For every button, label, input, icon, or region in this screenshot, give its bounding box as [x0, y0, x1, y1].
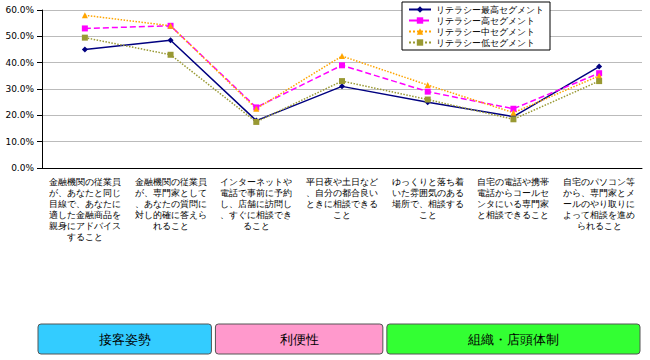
svg-text:60.0%: 60.0%: [5, 5, 34, 15]
svg-text:0.0%: 0.0%: [11, 163, 34, 173]
svg-text:ールのやり取りに: ールのやり取りに: [563, 199, 635, 209]
svg-text:、あなたの質問に: 、あなたの質問に: [135, 199, 207, 209]
svg-text:金融機関の従業員: 金融機関の従業員: [49, 177, 121, 187]
svg-text:親身にアドバイス: 親身にアドバイス: [49, 221, 121, 231]
svg-text:ゆっくりと落ち着: ゆっくりと落ち着: [392, 177, 464, 187]
svg-text:と相談できること: と相談できること: [477, 210, 549, 220]
svg-text:られること: られること: [577, 221, 622, 231]
svg-text:目線で、あなたに: 目線で、あなたに: [49, 199, 121, 209]
svg-text:れること: れること: [153, 221, 189, 231]
svg-text:リテラシー低セグメント: リテラシー低セグメント: [436, 38, 535, 48]
svg-text:ること: ること: [243, 221, 270, 231]
svg-text:自宅のパソコン等: 自宅のパソコン等: [563, 177, 635, 187]
svg-text:し、店舗に訪問し: し、店舗に訪問し: [220, 199, 292, 209]
svg-text:平日夜や土日など: 平日夜や土日など: [306, 177, 378, 187]
svg-text:組織・店頭体制: 組織・店頭体制: [467, 332, 559, 347]
svg-text:、自分の都合良い: 、自分の都合良い: [306, 188, 378, 198]
svg-text:が、専門家として: が、専門家として: [135, 188, 207, 198]
svg-text:10.0%: 10.0%: [5, 137, 34, 147]
svg-text:電話からコールセ: 電話からコールセ: [477, 188, 549, 198]
svg-text:対し的確に答えら: 対し的確に答えら: [135, 210, 207, 220]
svg-text:ンタにいる専門家: ンタにいる専門家: [477, 199, 549, 209]
svg-text:適した金融商品を: 適した金融商品を: [49, 210, 121, 220]
svg-text:30.0%: 30.0%: [5, 84, 34, 94]
svg-text:自宅の電話や携帯: 自宅の電話や携帯: [477, 177, 549, 187]
svg-text:が、あなたと同じ: が、あなたと同じ: [49, 188, 121, 198]
svg-text:すること: すること: [67, 232, 103, 242]
svg-text:いた雰囲気のある: いた雰囲気のある: [392, 188, 464, 198]
svg-text:こと: こと: [419, 210, 437, 220]
svg-text:接客姿勢: 接客姿勢: [99, 332, 151, 347]
svg-text:リテラシー中セグメント: リテラシー中セグメント: [436, 27, 535, 37]
svg-text:リテラシー高セグメント: リテラシー高セグメント: [436, 16, 535, 26]
svg-text:インターネットや: インターネットや: [220, 177, 292, 187]
svg-text:金融機関の従業員: 金融機関の従業員: [135, 177, 207, 187]
svg-text:利便性: 利便性: [280, 332, 319, 347]
svg-text:40.0%: 40.0%: [5, 58, 34, 68]
svg-text:50.0%: 50.0%: [5, 31, 34, 41]
svg-text:、すぐに相談でき: 、すぐに相談でき: [220, 210, 292, 220]
svg-text:電話で事前に予約: 電話で事前に予約: [220, 188, 292, 198]
svg-text:リテラシー最高セグメント: リテラシー最高セグメント: [436, 5, 544, 15]
svg-text:から、専門家とメ: から、専門家とメ: [563, 188, 635, 198]
svg-text:場所で、相談する: 場所で、相談する: [391, 199, 464, 209]
svg-text:よって相談を進め: よって相談を進め: [563, 210, 635, 220]
svg-text:こと: こと: [333, 210, 351, 220]
svg-text:ときに相談できる: ときに相談できる: [306, 199, 378, 209]
svg-text:20.0%: 20.0%: [5, 110, 34, 120]
